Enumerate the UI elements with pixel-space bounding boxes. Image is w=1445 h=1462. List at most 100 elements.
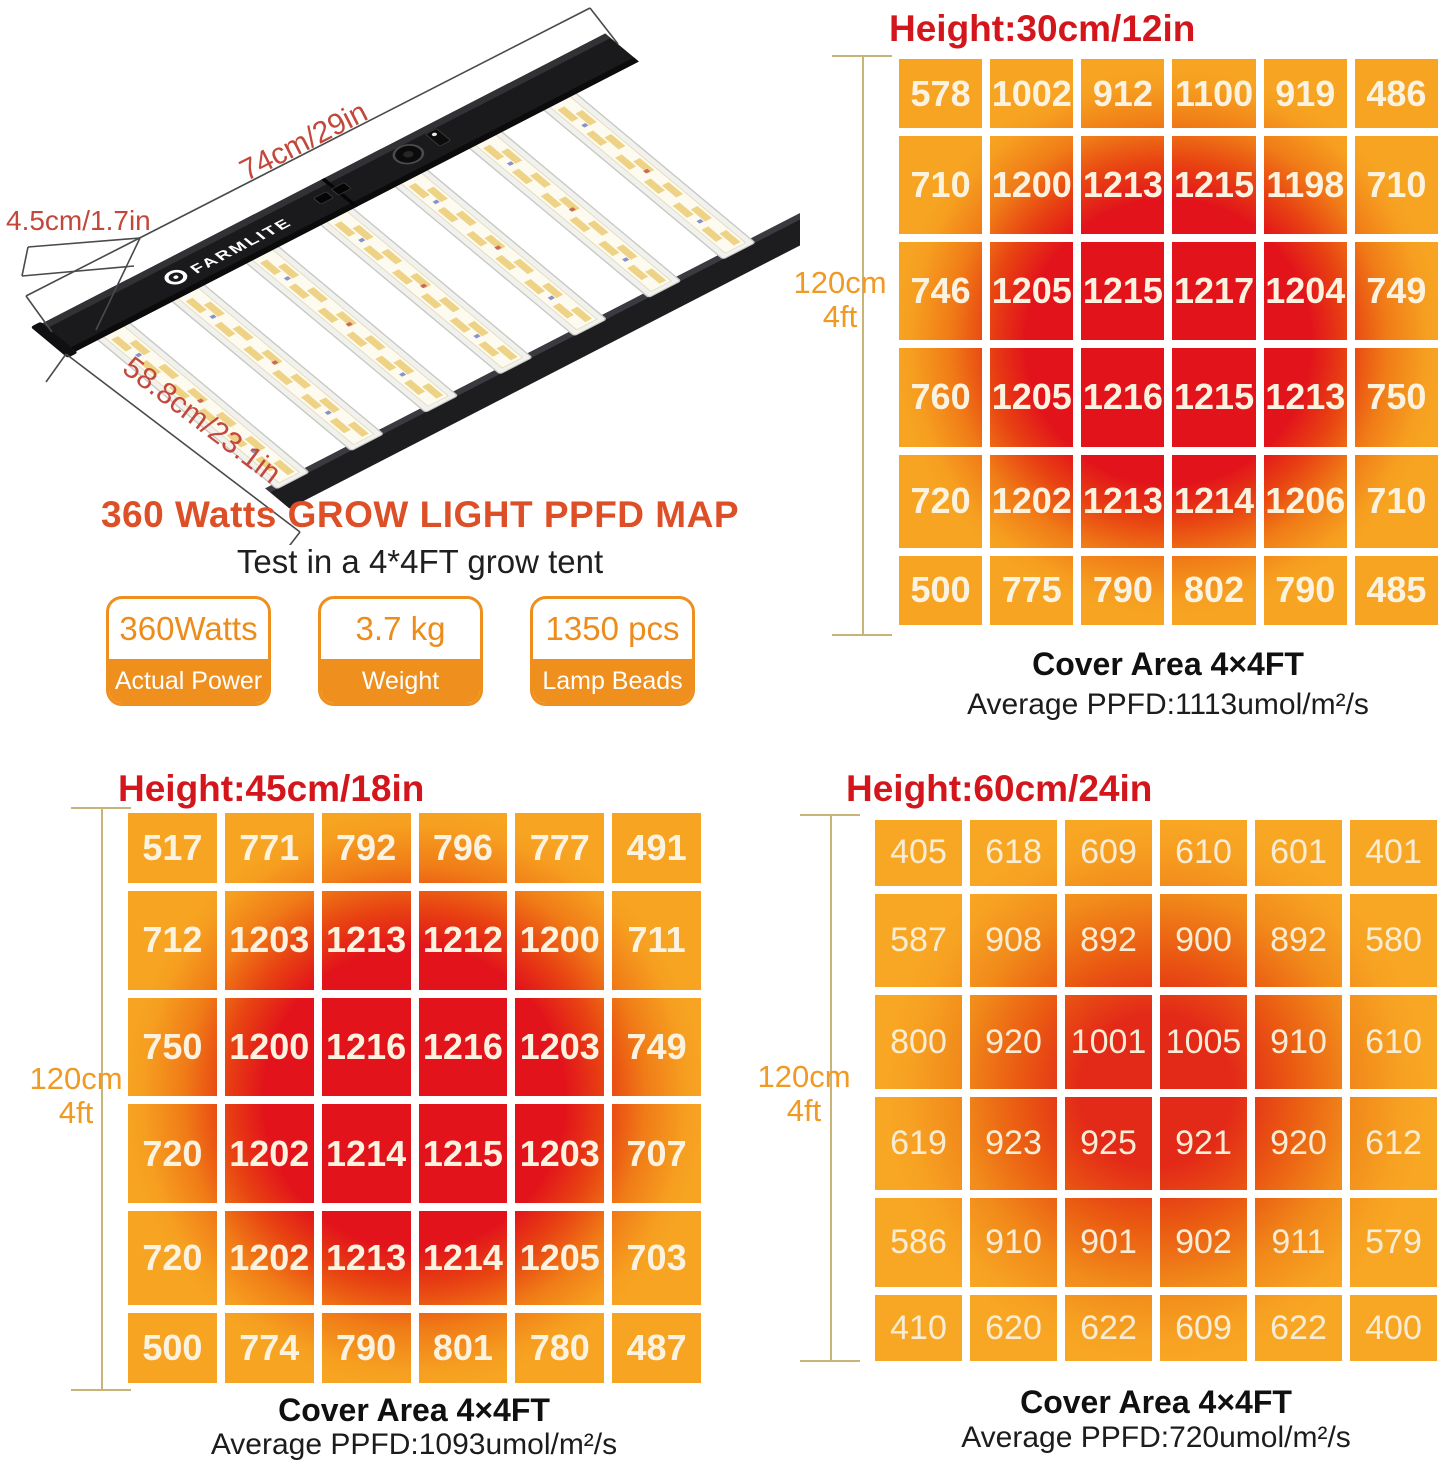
ppfd-cell: 1203 bbox=[511, 993, 609, 1101]
ppfd-cell: 579 bbox=[1346, 1194, 1441, 1292]
ppfd-cell: 710 bbox=[895, 132, 987, 239]
ppfd-cell: 1216 bbox=[1077, 344, 1169, 451]
dim-thickness-label: 4.5cm/1.7in bbox=[6, 205, 151, 236]
ppfd-cell: 902 bbox=[1156, 1194, 1251, 1292]
ppfd-cell: 920 bbox=[1251, 1092, 1346, 1195]
ppfd-cell: 1200 bbox=[986, 132, 1078, 239]
ppfd-cell: 790 bbox=[317, 1309, 415, 1387]
ppfd-cell: 775 bbox=[986, 551, 1078, 629]
ppfd-cell: 720 bbox=[895, 450, 987, 552]
scale-tick-top bbox=[71, 807, 131, 809]
ppfd-cell: 1212 bbox=[414, 886, 512, 994]
ppfd-cell: 760 bbox=[895, 344, 987, 451]
map-title-30cm: Height:30cm/12in bbox=[889, 8, 1196, 49]
ppfd-cell: 910 bbox=[1251, 991, 1346, 1093]
ppfd-heatmap-45cm: 517 771 792 796 777 491 712 1203 1213 1212 1200 711… bbox=[124, 809, 705, 1387]
ppfd-cell: 609 bbox=[1061, 816, 1156, 890]
ppfd-cell: 1200 bbox=[511, 886, 609, 994]
ppfd-cell: 1203 bbox=[220, 886, 318, 994]
ppfd-cell: 491 bbox=[608, 809, 705, 887]
map-title-45cm: Height:45cm/18in bbox=[118, 768, 425, 809]
ppfd-cell: 622 bbox=[1251, 1291, 1346, 1365]
ppfd-cell: 1213 bbox=[1077, 132, 1169, 239]
ppfd-cell: 710 bbox=[1350, 450, 1442, 552]
ppfd-cell: 1204 bbox=[1259, 238, 1351, 345]
ppfd-cell: 1214 bbox=[317, 1100, 415, 1208]
scale-label-ft: 4ft bbox=[822, 299, 858, 335]
fixture-group: FARMLITE bbox=[31, 33, 800, 509]
bottom-crossbar bbox=[265, 206, 800, 509]
scale-label-cm: 120cm bbox=[29, 1061, 123, 1096]
ppfd-cell: 900 bbox=[1156, 889, 1251, 992]
scale-line bbox=[830, 815, 832, 1362]
ppfd-cell: 587 bbox=[871, 889, 966, 992]
gear-icon-center bbox=[173, 275, 179, 279]
scale-tick-bottom bbox=[800, 1360, 860, 1362]
ppfd-cell: 486 bbox=[1350, 55, 1442, 133]
ppfd-cell: 710 bbox=[1350, 132, 1442, 239]
ppfd-cell: 1213 bbox=[317, 1207, 415, 1310]
ppfd-cell: 703 bbox=[608, 1207, 705, 1310]
ppfd-cell: 1198 bbox=[1259, 132, 1351, 239]
ppfd-heatmap-60cm: 405 618 609 610 601 401 587 908 892 900 892 580 800 9… bbox=[871, 816, 1441, 1365]
ppfd-cell: 485 bbox=[1350, 551, 1442, 629]
ppfd-cell: 580 bbox=[1346, 889, 1441, 992]
ppfd-cell: 1002 bbox=[986, 55, 1078, 133]
scale-label-ft: 4ft bbox=[58, 1095, 94, 1131]
ppfd-cell: 1202 bbox=[986, 450, 1078, 552]
ppfd-cell: 1202 bbox=[220, 1100, 318, 1208]
scale-tick-top bbox=[800, 814, 860, 816]
scale-line bbox=[101, 808, 103, 1391]
ppfd-cell: 618 bbox=[966, 816, 1061, 890]
ppfd-cell: 1205 bbox=[511, 1207, 609, 1310]
badge-value: 3.7 kg bbox=[355, 610, 446, 647]
badge-lamp-beads: 1350 pcs Lamp Beads bbox=[530, 596, 695, 706]
ppfd-heatmap-30cm: 578 1002 912 1100 919 486 710 1200 1213 1215 1198 7… bbox=[895, 55, 1442, 629]
cover-area-caption: Cover Area 4×4FT bbox=[1032, 646, 1304, 682]
ppfd-cell: 771 bbox=[220, 809, 318, 887]
ppfd-cell: 911 bbox=[1251, 1194, 1346, 1292]
scale-label-cm: 120cm bbox=[757, 1059, 851, 1094]
ppfd-cell: 749 bbox=[608, 993, 705, 1101]
ppfd-cell: 517 bbox=[124, 809, 221, 887]
ppfd-cell: 1205 bbox=[986, 238, 1078, 345]
badge-label: Weight bbox=[321, 659, 480, 703]
badge-value: 1350 pcs bbox=[545, 610, 680, 647]
ppfd-cell: 1206 bbox=[1259, 450, 1351, 552]
ppfd-cell: 892 bbox=[1251, 889, 1346, 992]
ppfd-cell: 892 bbox=[1061, 889, 1156, 992]
ppfd-cell: 780 bbox=[511, 1309, 609, 1387]
ppfd-cell: 1202 bbox=[220, 1207, 318, 1310]
cover-area-caption: Cover Area 4×4FT bbox=[278, 1392, 550, 1428]
ppfd-cell: 919 bbox=[1259, 55, 1351, 133]
bottom-crossbar-highlight bbox=[265, 206, 800, 493]
ppfd-cell: 800 bbox=[871, 991, 966, 1093]
ppfd-cell: 1203 bbox=[511, 1100, 609, 1208]
dimension-lines bbox=[21, 7, 619, 545]
ppfd-cell: 774 bbox=[220, 1309, 318, 1387]
badge-label: Actual Power bbox=[109, 659, 268, 703]
ppfd-cell: 1214 bbox=[1168, 450, 1260, 552]
ppfd-cell: 1205 bbox=[986, 344, 1078, 451]
port-out bbox=[331, 182, 351, 195]
ppfd-cell: 912 bbox=[1077, 55, 1169, 133]
dimmer-knob-center bbox=[403, 150, 414, 158]
ppfd-cell: 405 bbox=[871, 816, 966, 890]
ppfd-cell: 1216 bbox=[414, 993, 512, 1101]
ppfd-cell: 1214 bbox=[414, 1207, 512, 1310]
product-image: FARMLITE 74cm/29in 4.5cm/1.7in 58.8cm/23… bbox=[6, 7, 800, 545]
ppfd-cell: 920 bbox=[966, 991, 1061, 1093]
page-subtitle: Test in a 4*4FT grow tent bbox=[236, 543, 604, 580]
ppfd-cell: 720 bbox=[124, 1207, 221, 1310]
ppfd-cell: 790 bbox=[1077, 551, 1169, 629]
badge-actual-power: 360Watts Actual Power bbox=[106, 596, 271, 706]
scale-tick-top bbox=[832, 55, 892, 57]
ppfd-cell: 1213 bbox=[317, 886, 415, 994]
ppfd-cell: 796 bbox=[414, 809, 512, 887]
ppfd-cell: 619 bbox=[871, 1092, 966, 1195]
badge-value: 360Watts bbox=[119, 610, 258, 647]
ppfd-cell: 801 bbox=[414, 1309, 512, 1387]
scale-label-ft: 4ft bbox=[786, 1093, 822, 1129]
ppfd-cell: 1213 bbox=[1259, 344, 1351, 451]
ppfd-cell: 925 bbox=[1061, 1092, 1156, 1195]
